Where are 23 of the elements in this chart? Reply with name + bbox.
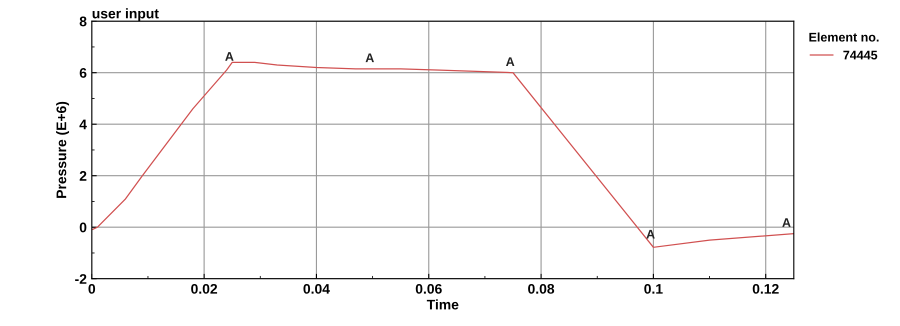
x-tick-label: 0.08 [528,284,554,294]
y-tick-label: 6 [80,68,86,78]
x-tick-label: 0.12 [752,284,779,294]
y-tick-label: 2 [80,171,86,181]
x-tick-label: 0.1 [644,284,663,294]
x-tick-label: 0.04 [303,284,330,294]
annotation: A [782,218,791,227]
legend-title: Element no. [809,32,879,42]
y-tick-label: 0 [80,222,86,232]
legend-label: 74445 [843,50,878,60]
chart-title: user input [92,8,159,22]
annotation: A [506,57,514,66]
x-tick-label: 0.02 [191,284,218,294]
y-axis-title: Pressure (E+6) [56,102,70,198]
annotation: A [366,53,374,62]
annotation: A [225,52,234,61]
x-tick-label: 0 [88,284,96,294]
y-tick-label: 4 [79,120,87,130]
annotation: A [646,230,655,238]
y-tick-label: 8 [80,16,87,26]
x-tick-label: 0.06 [416,284,442,294]
y-tick-label: -2 [75,274,86,284]
x-axis-title: Time [426,299,458,310]
